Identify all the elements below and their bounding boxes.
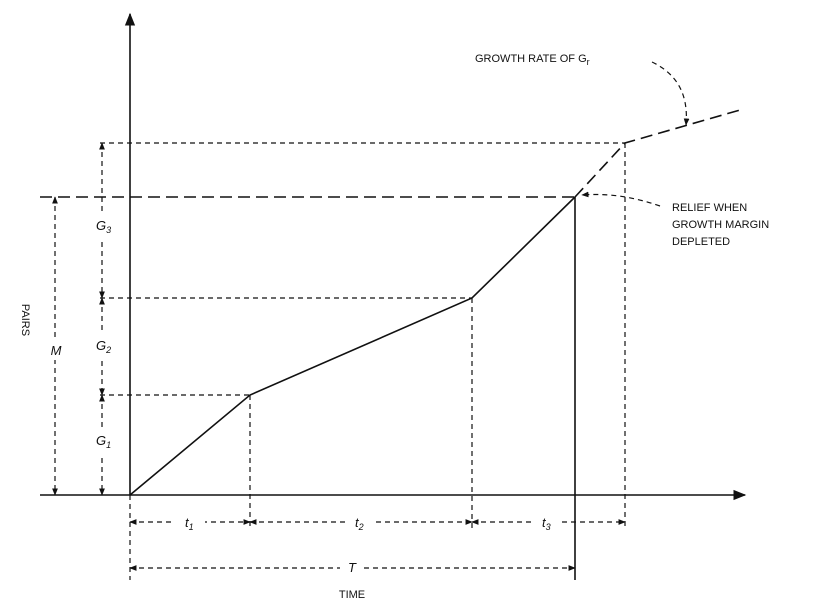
dimension-arrows — [52, 61, 690, 571]
m-label: M — [51, 343, 62, 358]
guide-lines — [40, 142, 626, 580]
g1-label: G1 — [96, 433, 111, 450]
x-axis-label: TIME — [339, 589, 365, 601]
relief-label: DEPLETED — [672, 236, 730, 248]
relief-label: RELIEF WHEN — [672, 202, 747, 214]
t2-label: t2 — [355, 515, 364, 532]
axes — [40, 12, 747, 501]
t3-label: t3 — [542, 515, 551, 532]
relief-label: GROWTH MARGIN — [672, 219, 769, 231]
g2-label: G2 — [96, 338, 111, 355]
g3-label: G3 — [96, 218, 111, 235]
total-time-label: T — [348, 560, 357, 575]
growth-curve — [129, 109, 741, 496]
growth-rate-label: GROWTH RATE OF Gr — [475, 53, 590, 67]
t1-label: t1 — [185, 515, 194, 532]
y-axis-label: PAIRS — [19, 304, 31, 336]
